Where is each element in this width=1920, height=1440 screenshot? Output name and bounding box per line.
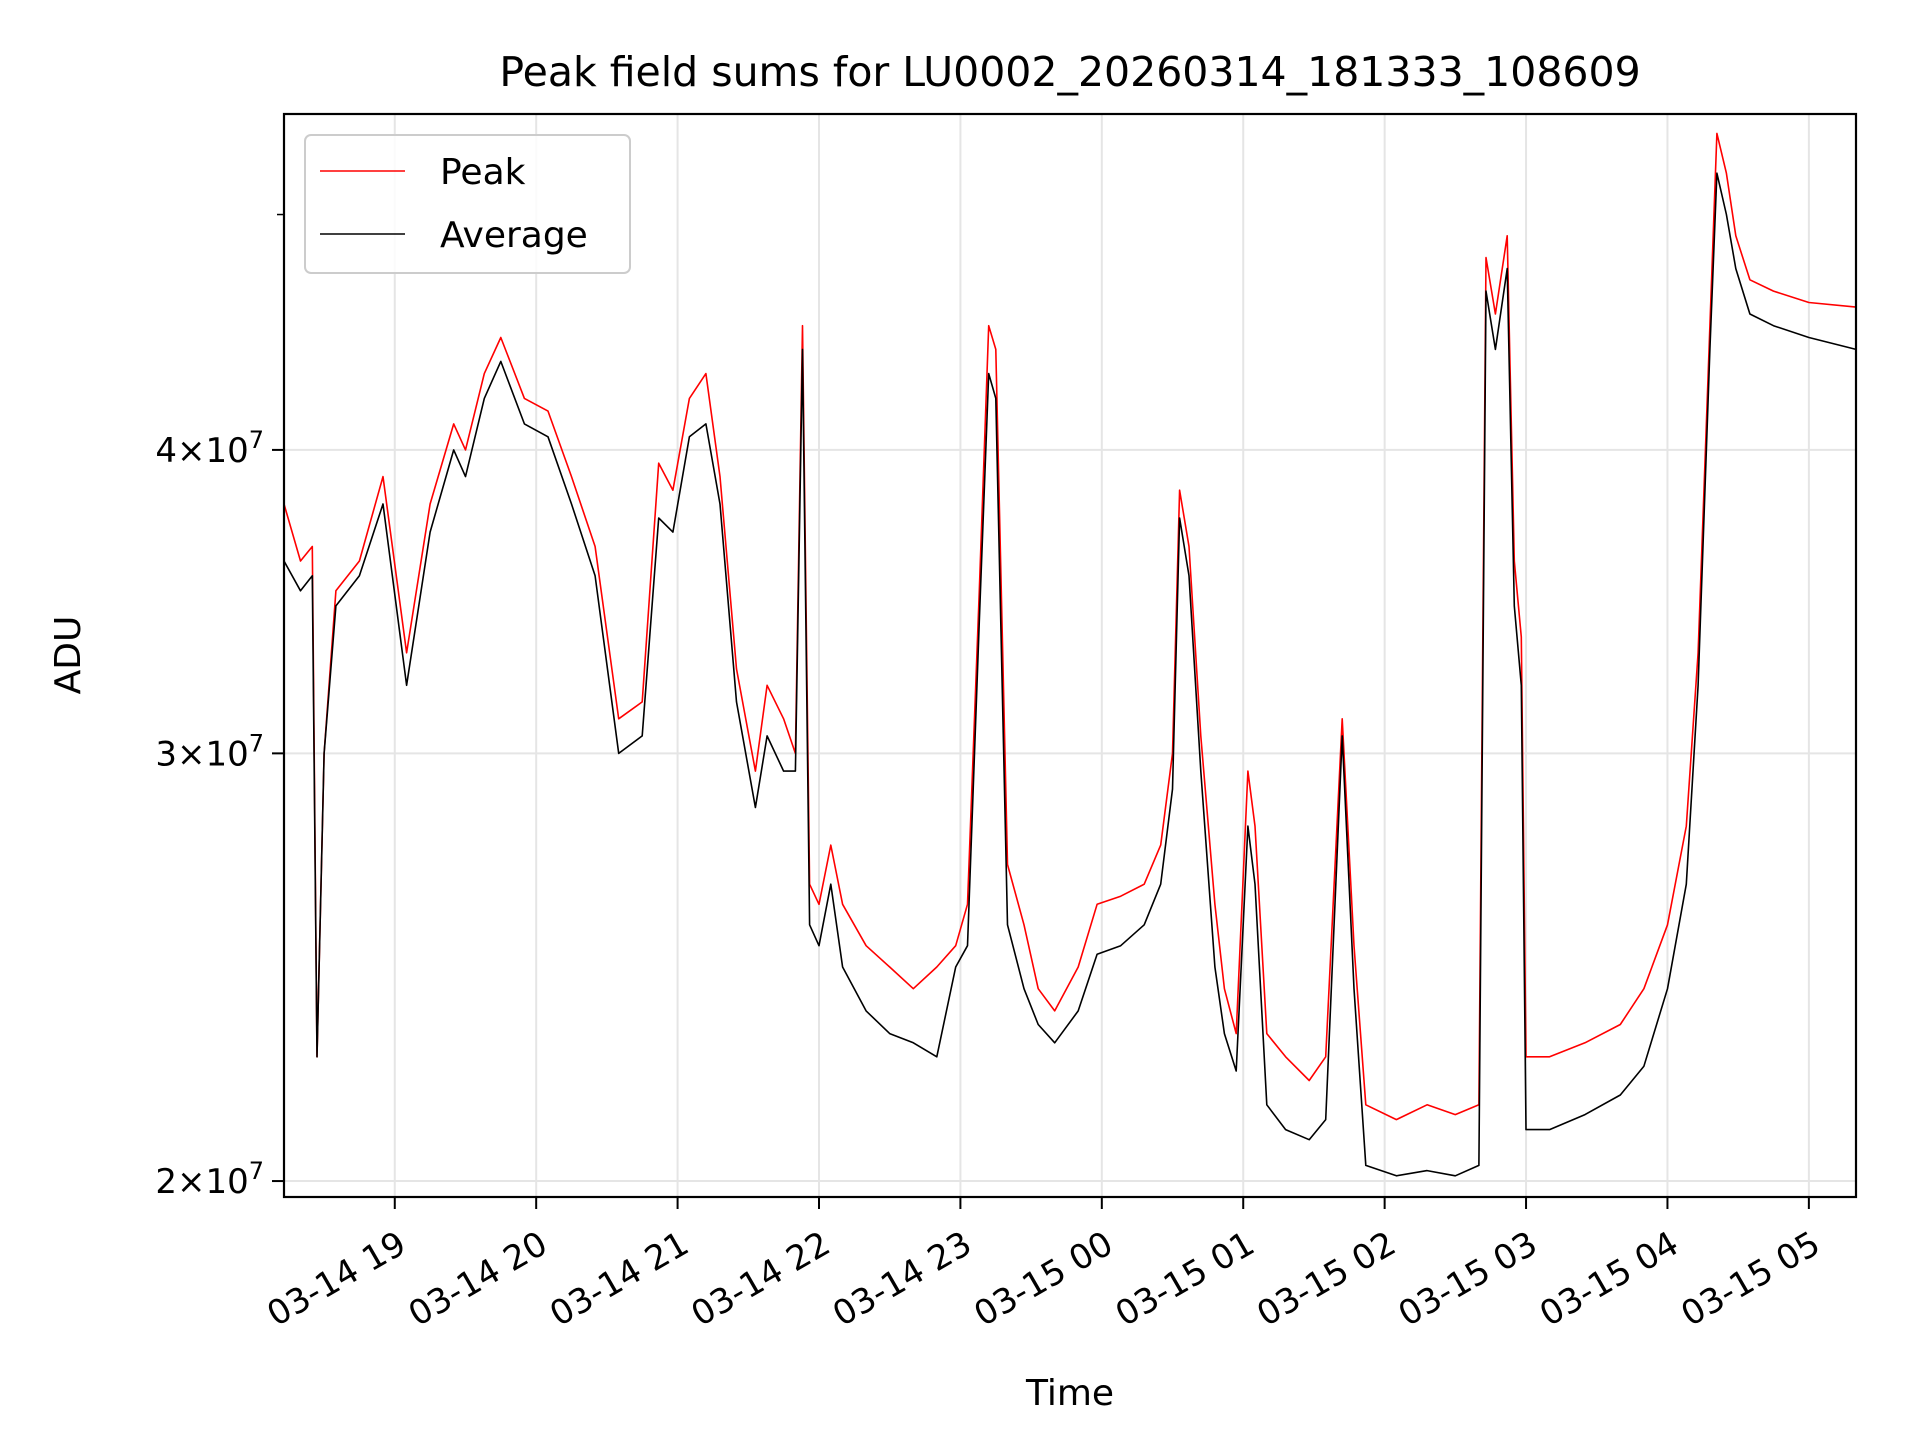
y-tick-label: 2×107 bbox=[155, 1157, 264, 1202]
legend-label-average: Average bbox=[440, 215, 588, 256]
chart-title: Peak field sums for LU0002_20260314_1813… bbox=[499, 48, 1640, 96]
legend-label-peak: Peak bbox=[440, 152, 526, 193]
legend-box bbox=[304, 134, 631, 274]
y-tick-label: 4×107 bbox=[155, 426, 264, 471]
x-axis-label: Time bbox=[1025, 1373, 1114, 1414]
series-line-average bbox=[283, 172, 1857, 1177]
series-layer bbox=[283, 132, 1857, 1177]
plot-frame bbox=[282, 112, 1858, 1199]
y-tick-label: 3×107 bbox=[155, 729, 264, 774]
grid bbox=[284, 114, 1856, 1197]
y-axis-label: ADU bbox=[48, 616, 89, 695]
legend: Peak Average bbox=[304, 134, 631, 274]
